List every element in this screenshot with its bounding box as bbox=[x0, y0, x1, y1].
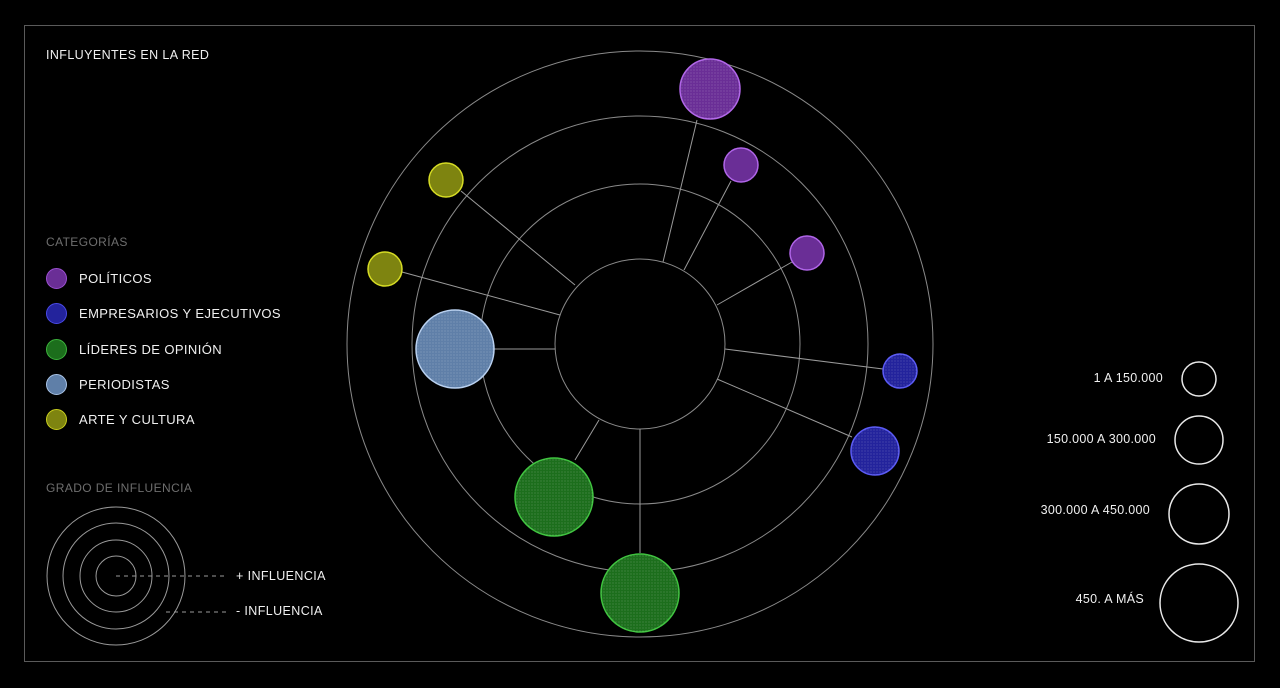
influence-legend bbox=[46, 506, 228, 646]
influence-heading: GRADO DE INFLUENCIA bbox=[46, 481, 193, 495]
size-circle-2 bbox=[1174, 415, 1224, 465]
node-politico-small bbox=[723, 147, 759, 183]
legend-dot-periodistas bbox=[46, 373, 67, 395]
nodes bbox=[367, 58, 918, 633]
legend-item-periodistas: PERIODISTAS bbox=[46, 372, 170, 396]
legend-item-politicos: POLÍTICOS bbox=[46, 266, 152, 290]
legend-ring-outer bbox=[46, 506, 186, 646]
legend-ring-3 bbox=[62, 522, 170, 630]
size-legend bbox=[1159, 361, 1239, 643]
ring-inner bbox=[554, 258, 726, 430]
legend-dot-empresarios bbox=[46, 302, 67, 324]
node-texture bbox=[680, 59, 740, 119]
less-influence-label: - INFLUENCIA bbox=[236, 604, 323, 618]
size-label-1: 1 A 150.000 bbox=[1093, 371, 1163, 385]
more-influence-label: + INFLUENCIA bbox=[236, 569, 326, 583]
ring-outer bbox=[346, 50, 934, 638]
legend-label: POLÍTICOS bbox=[79, 270, 152, 286]
size-circle-1 bbox=[1181, 361, 1217, 397]
legend-item-lideres: LÍDERES DE OPINIÓN bbox=[46, 337, 222, 361]
node-politico-small bbox=[789, 235, 825, 271]
legend-label: EMPRESARIOS Y EJECUTIVOS bbox=[79, 305, 282, 321]
line-arte-1 bbox=[460, 190, 576, 286]
line-empresario-1 bbox=[724, 348, 884, 370]
line-arte-2 bbox=[401, 271, 561, 316]
size-label-4: 450. A MÁS bbox=[1075, 592, 1144, 606]
node-texture bbox=[883, 354, 917, 388]
line-politico-2 bbox=[683, 180, 732, 271]
line-lider-1 bbox=[574, 419, 600, 461]
node-texture bbox=[416, 310, 494, 388]
page-title: INFLUYENTES EN LA RED bbox=[46, 48, 210, 62]
legend-label: LÍDERES DE OPINIÓN bbox=[79, 341, 223, 357]
legend-item-arte: ARTE Y CULTURA bbox=[46, 407, 195, 431]
line-politico-3 bbox=[716, 261, 793, 306]
line-politico-1 bbox=[662, 119, 698, 263]
size-label-2: 150.000 A 300.000 bbox=[1046, 432, 1156, 446]
legend-item-empresarios: EMPRESARIOS Y EJECUTIVOS bbox=[46, 301, 281, 325]
legend-label: ARTE Y CULTURA bbox=[79, 411, 195, 427]
size-circle-4 bbox=[1159, 563, 1239, 643]
categories-heading: CATEGORÍAS bbox=[46, 235, 128, 249]
legend-dot-politicos bbox=[46, 267, 67, 289]
node-texture bbox=[851, 427, 899, 475]
node-arte bbox=[367, 251, 403, 287]
legend-dot-lideres bbox=[46, 338, 67, 360]
legend-label: PERIODISTAS bbox=[79, 376, 170, 392]
diagram-frame bbox=[24, 25, 1255, 662]
size-label-3: 300.000 A 450.000 bbox=[1040, 503, 1150, 517]
size-circle-3 bbox=[1168, 483, 1230, 545]
connector-lines bbox=[401, 119, 884, 553]
node-texture bbox=[601, 554, 679, 632]
node-arte bbox=[428, 162, 464, 198]
line-empresario-2 bbox=[716, 378, 853, 438]
node-texture bbox=[515, 458, 593, 536]
legend-dot-arte bbox=[46, 408, 67, 430]
